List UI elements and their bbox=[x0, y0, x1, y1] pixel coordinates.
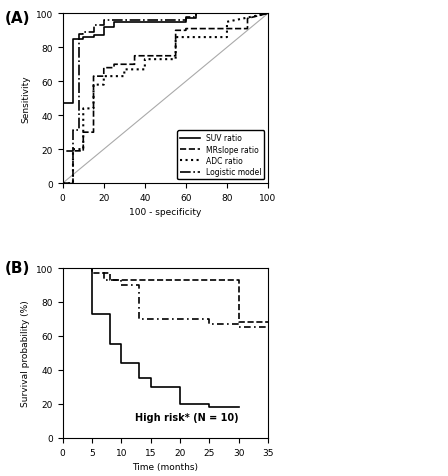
MRslope ratio bbox=[173, 54, 178, 60]
ADC ratio bbox=[101, 74, 107, 80]
Line: SUV ratio: SUV ratio bbox=[63, 14, 268, 184]
SUV ratio bbox=[101, 25, 107, 30]
X-axis label: 100 - specificity: 100 - specificity bbox=[129, 208, 202, 217]
Text: (B): (B) bbox=[5, 260, 30, 275]
SUV ratio bbox=[101, 33, 107, 39]
SUV ratio bbox=[81, 35, 86, 41]
ADC ratio bbox=[121, 67, 127, 73]
Text: Intermediate risk* (N = 23): Intermediate risk* (N = 23) bbox=[286, 306, 435, 316]
MRslope ratio bbox=[132, 54, 137, 60]
SUV ratio bbox=[60, 181, 65, 187]
MRslope ratio bbox=[183, 29, 189, 34]
Logistic model bbox=[91, 23, 96, 29]
SUV ratio bbox=[60, 101, 65, 107]
Y-axis label: Sensitivity: Sensitivity bbox=[21, 75, 30, 123]
Line: MRslope ratio: MRslope ratio bbox=[63, 14, 268, 184]
MRslope ratio bbox=[81, 149, 86, 154]
Line: ADC ratio: ADC ratio bbox=[63, 14, 268, 184]
ADC ratio bbox=[142, 67, 147, 73]
ADC ratio bbox=[60, 181, 65, 187]
MRslope ratio bbox=[91, 74, 96, 80]
SUV ratio bbox=[255, 11, 260, 17]
ADC ratio bbox=[91, 106, 96, 112]
MRslope ratio bbox=[81, 130, 86, 136]
MRslope ratio bbox=[245, 27, 250, 32]
SUV ratio bbox=[70, 101, 76, 107]
MRslope ratio bbox=[70, 181, 76, 187]
Logistic model bbox=[255, 11, 260, 17]
Logistic model bbox=[101, 18, 107, 24]
ADC ratio bbox=[81, 147, 86, 153]
Y-axis label: Survival probability (%): Survival probability (%) bbox=[21, 300, 30, 407]
MRslope ratio bbox=[183, 27, 189, 32]
ADC ratio bbox=[224, 20, 230, 26]
SUV ratio bbox=[183, 20, 189, 26]
SUV ratio bbox=[91, 35, 96, 41]
Logistic model bbox=[81, 32, 86, 38]
MRslope ratio bbox=[101, 66, 107, 71]
SUV ratio bbox=[183, 17, 189, 22]
Logistic model bbox=[101, 23, 107, 29]
Logistic model bbox=[81, 30, 86, 36]
ADC ratio bbox=[173, 57, 178, 63]
Text: Predicting
histologic
response: Predicting histologic response bbox=[316, 57, 388, 100]
Text: (A): (A) bbox=[5, 11, 31, 26]
SUV ratio bbox=[265, 11, 271, 17]
MRslope ratio bbox=[70, 149, 76, 154]
Logistic model bbox=[194, 11, 199, 17]
SUV ratio bbox=[91, 33, 96, 39]
Text: Low risk* (N = 21): Low risk* (N = 21) bbox=[286, 274, 385, 284]
Logistic model bbox=[60, 181, 65, 187]
Logistic model bbox=[91, 30, 96, 36]
ADC ratio bbox=[121, 74, 127, 80]
Logistic model bbox=[77, 129, 82, 134]
MRslope ratio bbox=[245, 17, 250, 22]
SUV ratio bbox=[255, 11, 260, 17]
MRslope ratio bbox=[91, 130, 96, 136]
ADC ratio bbox=[70, 147, 76, 153]
ADC ratio bbox=[265, 11, 271, 17]
ADC ratio bbox=[81, 106, 86, 112]
Logistic model bbox=[70, 129, 76, 134]
SUV ratio bbox=[81, 37, 86, 42]
MRslope ratio bbox=[112, 62, 117, 68]
MRslope ratio bbox=[265, 11, 271, 17]
SUV ratio bbox=[112, 25, 117, 30]
MRslope ratio bbox=[60, 181, 65, 187]
ADC ratio bbox=[60, 181, 65, 187]
MRslope ratio bbox=[132, 62, 137, 68]
Logistic model bbox=[194, 15, 199, 20]
Legend: SUV ratio, MRslope ratio, ADC ratio, Logistic model: SUV ratio, MRslope ratio, ADC ratio, Log… bbox=[177, 131, 264, 180]
Logistic model bbox=[70, 149, 76, 154]
MRslope ratio bbox=[112, 66, 117, 71]
Logistic model bbox=[255, 11, 260, 17]
X-axis label: Time (months): Time (months) bbox=[132, 462, 198, 471]
MRslope ratio bbox=[60, 181, 65, 187]
SUV ratio bbox=[70, 37, 76, 42]
Line: Logistic model: Logistic model bbox=[63, 14, 268, 184]
SUV ratio bbox=[194, 11, 199, 17]
ADC ratio bbox=[142, 57, 147, 63]
ADC ratio bbox=[70, 181, 76, 187]
Logistic model bbox=[183, 15, 189, 20]
ADC ratio bbox=[91, 83, 96, 89]
SUV ratio bbox=[112, 20, 117, 26]
ADC ratio bbox=[101, 83, 107, 89]
Text: Predicting
disease free
survival: Predicting disease free survival bbox=[309, 345, 395, 388]
Text: * Based on SUV ratio
and MR slope ratio: * Based on SUV ratio and MR slope ratio bbox=[336, 421, 430, 440]
Logistic model bbox=[60, 149, 65, 154]
MRslope ratio bbox=[101, 74, 107, 80]
Logistic model bbox=[265, 11, 271, 17]
MRslope ratio bbox=[173, 29, 178, 34]
Logistic model bbox=[183, 18, 189, 24]
ADC ratio bbox=[224, 35, 230, 41]
Text: High risk* (N = 10): High risk* (N = 10) bbox=[134, 413, 238, 423]
Logistic model bbox=[77, 32, 82, 38]
ADC ratio bbox=[173, 35, 178, 41]
SUV ratio bbox=[194, 17, 199, 22]
